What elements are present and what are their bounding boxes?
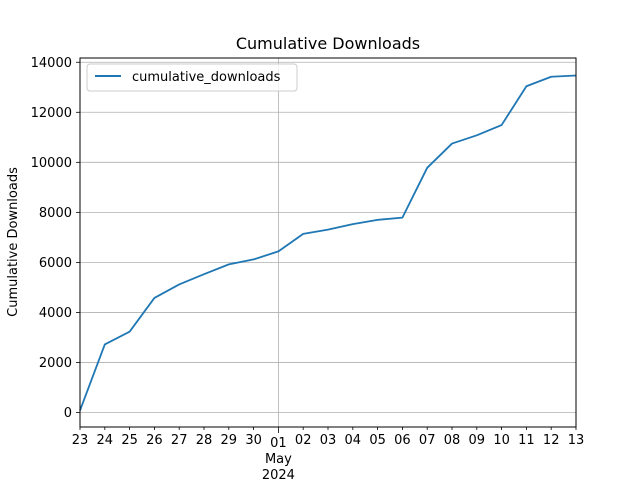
- y-tick-label: 6000: [39, 256, 72, 271]
- x-tick-label: 11: [518, 433, 535, 448]
- x-tick-label: 27: [171, 433, 188, 448]
- x-tick-label: 23: [72, 433, 89, 448]
- x-tick-label: 07: [419, 433, 436, 448]
- x-tick-label: 30: [245, 433, 262, 448]
- x-tick-label: 02: [295, 433, 312, 448]
- x-tick-label: 25: [121, 433, 138, 448]
- x-tick-label: 01: [270, 436, 287, 451]
- y-tick-label: 14000: [31, 56, 72, 71]
- x-tick-label: 29: [221, 433, 238, 448]
- y-axis-label: Cumulative Downloads: [6, 167, 21, 317]
- grid-layer: [80, 58, 576, 427]
- y-tick-label: 8000: [39, 206, 72, 221]
- y-tick-label: 10000: [31, 156, 72, 171]
- x-year-label: 2024: [262, 468, 295, 480]
- x-tick-label: 06: [394, 433, 411, 448]
- y-tick-label: 2000: [39, 356, 72, 371]
- legend-entry-cumulative-downloads: cumulative_downloads: [132, 70, 281, 85]
- x-tick-label: 03: [320, 433, 337, 448]
- line-layer: [79, 74, 577, 411]
- x-tick-label: 10: [493, 433, 510, 448]
- x-tick-label: 12: [543, 433, 560, 448]
- x-tick-label: 04: [345, 433, 362, 448]
- x-tick-label: 08: [444, 433, 461, 448]
- y-tick-label: 12000: [31, 106, 72, 121]
- chart-title: Cumulative Downloads: [236, 34, 420, 53]
- legend-box: [86, 63, 298, 92]
- y-tick-label: 0: [64, 406, 72, 421]
- tick-layer: 0 2000 4000 6000 8000 10000 12000 14000 23 24 25 26…: [31, 56, 585, 480]
- legend: cumulative_downloads: [86, 63, 298, 92]
- series-line-cumulative-downloads: [79, 74, 577, 411]
- x-tick-label: 26: [146, 433, 163, 448]
- x-tick-label: 05: [369, 433, 386, 448]
- x-tick-label: 28: [196, 433, 213, 448]
- x-tick-label: 09: [469, 433, 486, 448]
- x-tick-label: 24: [97, 433, 114, 448]
- y-tick-label: 4000: [39, 306, 72, 321]
- x-tick-label: 13: [568, 433, 585, 448]
- x-month-label: May: [265, 452, 292, 467]
